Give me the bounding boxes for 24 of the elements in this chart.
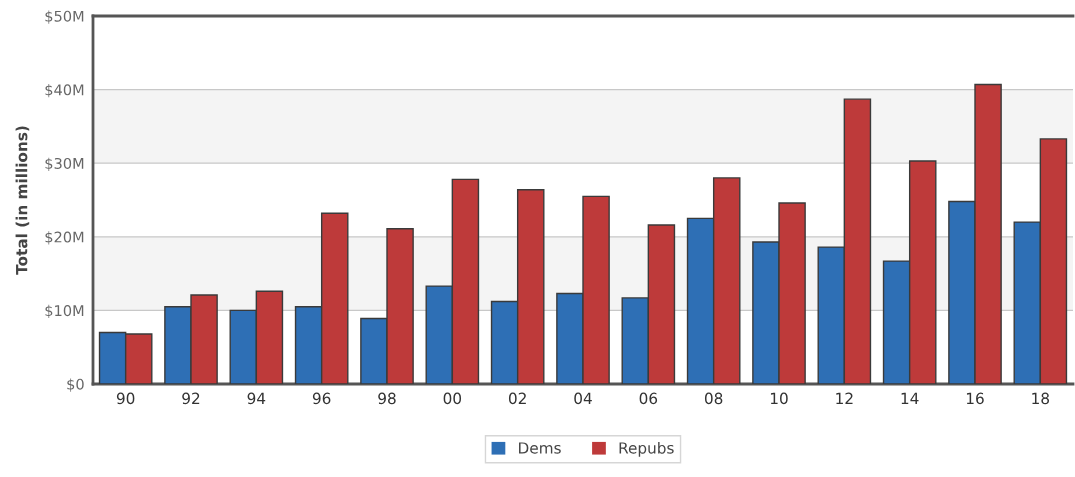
y-tick-label: $10M [45,304,84,319]
legend-label: Dems [519,442,561,454]
y-tick-label: $50M [45,10,84,24]
x-tick-label: 00 [443,392,462,405]
x-tick-label: 10 [770,392,788,405]
y-tick-label: $40M [45,84,84,98]
y-tick-label: $30M [45,157,84,171]
x-tick-label: 96 [312,392,331,405]
x-tick-label: 04 [574,392,592,405]
x-tick-label: 94 [247,392,266,405]
x-tick-label: 12 [836,392,853,404]
x-tick-label: 14 [901,392,919,404]
x-tick-label: 98 [378,392,396,405]
x-tick-label: 18 [1032,392,1050,405]
x-tick-label: 90 [116,392,135,405]
legend-label: Repubs [619,441,674,457]
y-tick-label: $0 [67,378,84,392]
x-tick-label: 16 [966,392,984,405]
x-tick-label: 06 [639,392,658,405]
x-tick-label: 92 [182,392,200,405]
y-axis-title: Total (in millions) [15,126,30,275]
x-tick-label: 08 [704,392,723,405]
x-tick-label: 02 [508,392,526,405]
y-tick-label: $20M [45,231,84,245]
